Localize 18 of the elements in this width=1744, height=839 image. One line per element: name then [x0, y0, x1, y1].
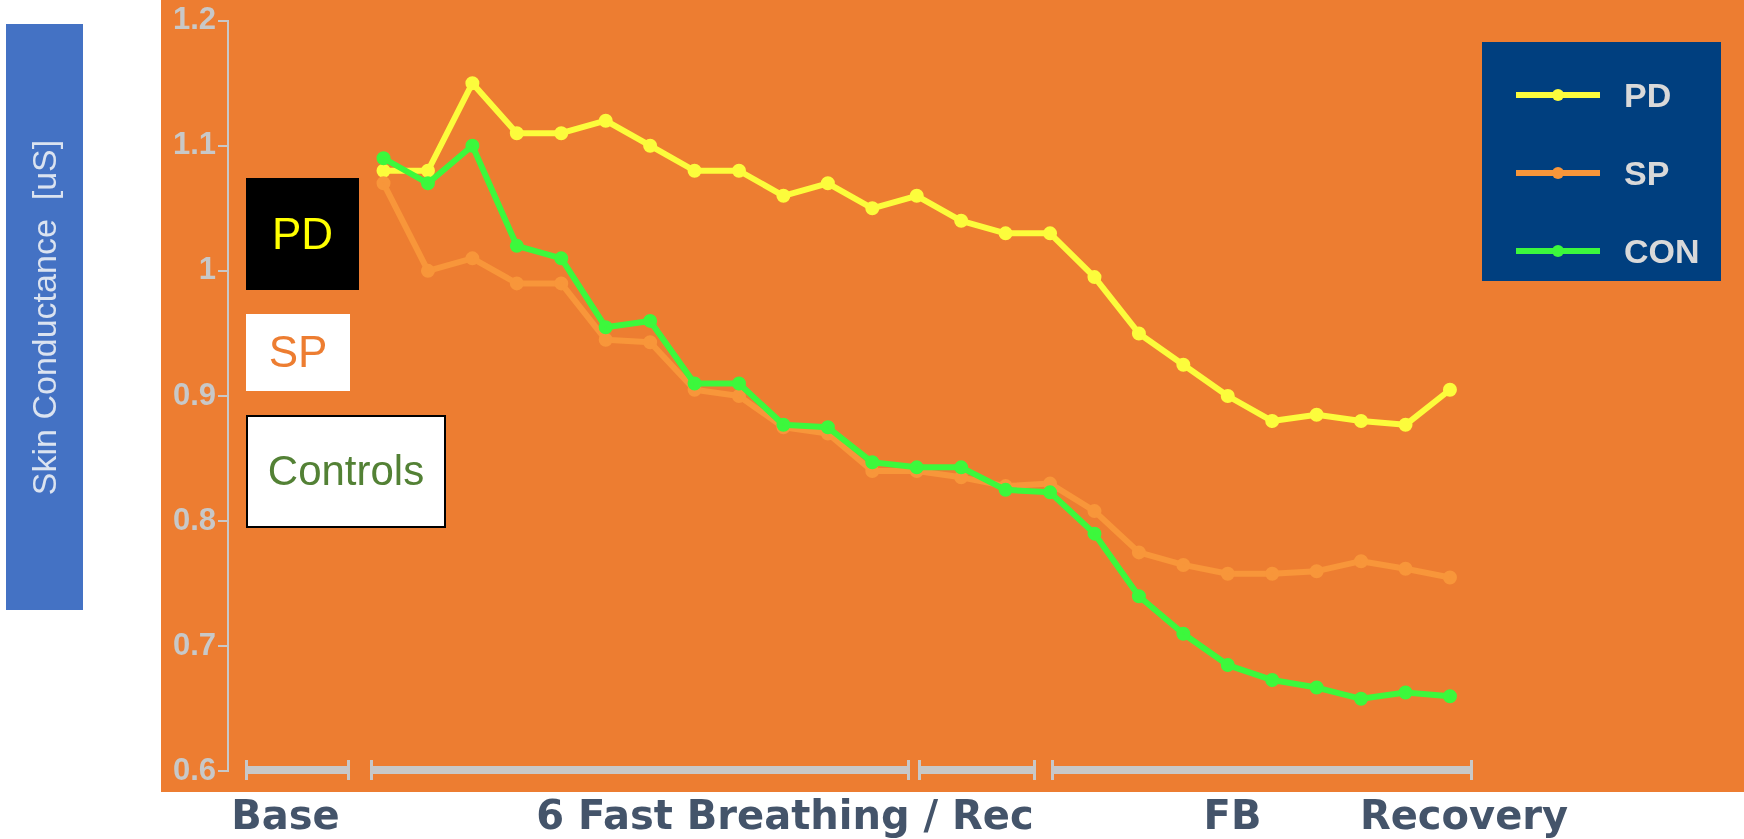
legend-label: PD — [1624, 75, 1672, 115]
y-axis-title: Skin Conductance [uS] — [25, 139, 64, 495]
text: PD — [246, 178, 359, 290]
legend-label: CON — [1624, 231, 1700, 271]
text: SP — [246, 314, 350, 391]
y-tick-label: 1 — [198, 251, 216, 287]
text: FB — [1202, 792, 1263, 838]
y-tick-label: 0.7 — [172, 626, 216, 662]
text: 6 Fast Breathing / Rec — [535, 792, 1035, 838]
y-tick-label: 0.6 — [172, 751, 216, 787]
y-tick-label: 0.8 — [172, 501, 216, 537]
text: Base — [230, 792, 341, 838]
legend-label: SP — [1624, 153, 1670, 193]
annotation: Controls — [246, 415, 446, 528]
text: Recovery — [1358, 792, 1570, 838]
y-tick-label: 1.1 — [172, 126, 216, 162]
y-tick-label: 0.9 — [172, 376, 216, 412]
y-tick-label: 1.2 — [172, 1, 216, 37]
